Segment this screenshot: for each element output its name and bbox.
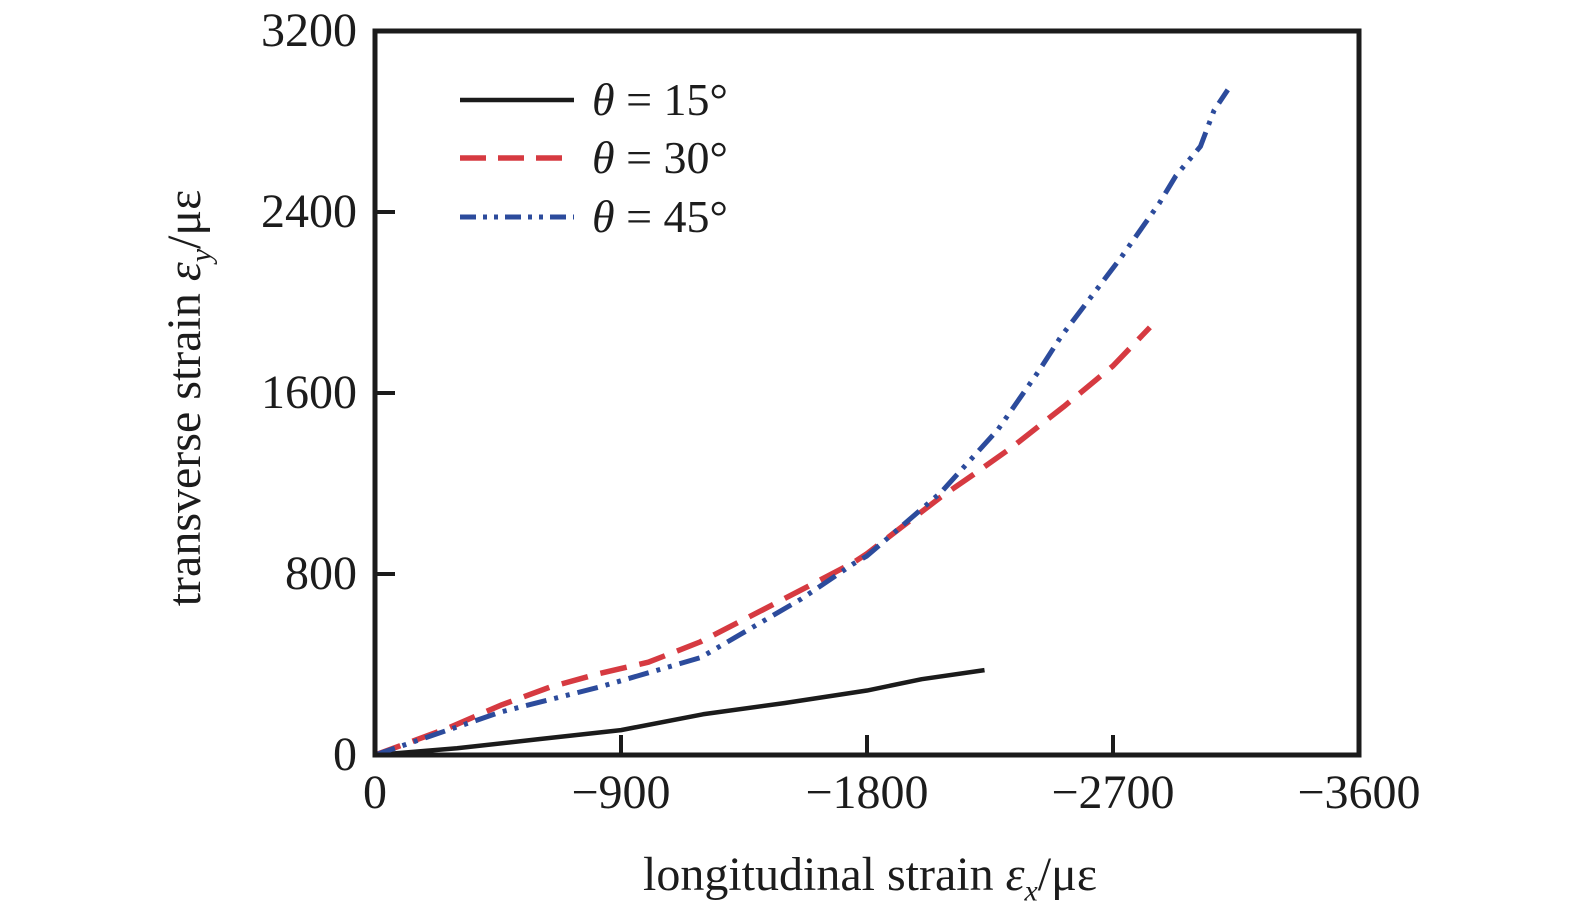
x-axis-title: longitudinal strain εx/με [560, 845, 1180, 908]
theta-symbol: θ [592, 132, 615, 183]
epsilon-symbol: ε [1005, 848, 1025, 901]
series-line-theta-15theta- [374, 667, 985, 758]
x-axis-subscript: x [1024, 874, 1038, 908]
y-axis-title-text: transverse strain [158, 281, 211, 607]
epsilon-symbol: ε [158, 262, 211, 282]
legend-line-sample-dashed [460, 155, 574, 161]
x-axis-unit: /με [1037, 848, 1097, 901]
series-line-theta-30theta- [374, 325, 1152, 758]
x-tick-label: −1800 [805, 766, 929, 819]
y-tick-label: 800 [285, 547, 357, 600]
x-axis-title-text: longitudinal strain [643, 848, 1006, 901]
y-axis-title: transverse strain εy/με [155, 88, 218, 708]
x-tick-label: −900 [571, 766, 671, 819]
legend-label: θ = 30° [592, 135, 728, 181]
y-tick-label: 0 [333, 728, 357, 781]
y-axis-subscript: y [184, 248, 218, 263]
x-tick-label: −2700 [1051, 766, 1175, 819]
y-tick-label: 3200 [261, 4, 357, 57]
legend-value: = 15° [614, 74, 728, 125]
legend-item-theta-30: θ = 30° [458, 135, 728, 181]
legend-line-sample-solid [460, 97, 574, 103]
legend-value: = 45° [614, 191, 728, 242]
legend-label: θ = 15° [592, 77, 728, 123]
theta-symbol: θ [592, 191, 615, 242]
legend-item-theta-15: θ = 15° [458, 77, 728, 123]
theta-symbol: θ [592, 74, 615, 125]
y-axis-unit: /με [158, 189, 211, 249]
x-tick-label: 0 [363, 766, 387, 819]
legend-line-sample-dash-dot-dot [460, 214, 574, 220]
y-tick-label: 2400 [261, 185, 357, 238]
x-tick-label: −3600 [1297, 766, 1421, 819]
legend-item-theta-45: θ = 45° [458, 194, 728, 240]
y-tick-label: 1600 [261, 366, 357, 419]
series-line-theta-45theta- [374, 88, 1230, 758]
series-lines [374, 88, 1230, 758]
legend-value: = 30° [614, 132, 728, 183]
legend-label: θ = 45° [592, 194, 728, 240]
axis-ticks [373, 29, 1361, 757]
